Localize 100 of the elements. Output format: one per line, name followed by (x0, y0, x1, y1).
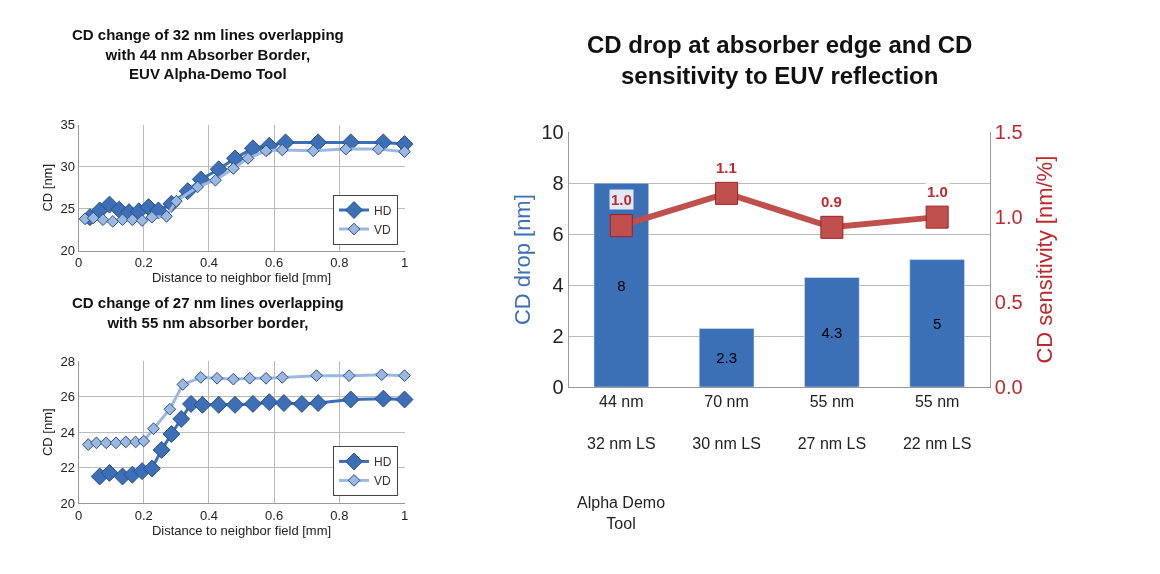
legend-label: HD (374, 455, 392, 470)
y-tick-label: 8 (552, 172, 564, 195)
data-label: 1.0 (611, 191, 632, 208)
point (194, 371, 208, 384)
text: Alpha Demo Tool (577, 494, 666, 532)
point (309, 394, 328, 412)
bar (909, 259, 965, 388)
point (135, 214, 149, 227)
point (147, 422, 160, 436)
legend-label: VD (374, 474, 392, 489)
y2-axis-title: CD sensitivity [nm/%] (1032, 155, 1058, 364)
point (226, 395, 244, 414)
point (100, 463, 119, 482)
y2-tick-label: 0.0 (994, 376, 1023, 399)
point (260, 393, 279, 412)
data-label: 8 (617, 276, 626, 294)
point (176, 378, 190, 391)
data-label: 5 (932, 314, 942, 332)
x-tick-label: 0.4 (199, 255, 218, 271)
point (375, 368, 389, 382)
point (172, 410, 191, 428)
category-label: 55 nm 27 nm LS (797, 393, 867, 452)
y-tick-label: 10 (541, 121, 564, 144)
chart-title: CD change of 32 nm lines overlapping with 44 nm Absorber Border, EUV Alpha-Demo Tool (72, 26, 344, 82)
category-label: 70 nm 30 nm LS (692, 393, 761, 452)
point (306, 144, 320, 158)
point (275, 143, 289, 157)
point (398, 145, 411, 158)
y-tick-label: 0 (552, 376, 564, 399)
y-tick-label: 2 (552, 325, 564, 348)
x-tick-label: 0.2 (134, 255, 153, 271)
point (210, 371, 224, 385)
y-tick-label: 28 (60, 354, 75, 370)
y-axis-title: CD [nm] (40, 163, 56, 212)
point (243, 139, 262, 158)
point (374, 389, 393, 408)
point (275, 371, 289, 384)
x-axis-title: Distance to neighbor field [mm] (151, 270, 332, 286)
point (609, 214, 633, 238)
point (715, 181, 739, 205)
point (152, 440, 171, 459)
y-tick-label: 20 (60, 243, 75, 259)
data-label: 2.3 (716, 349, 738, 367)
x-tick-label: 0.8 (330, 507, 349, 523)
y-tick-label: 30 (60, 159, 75, 175)
point (241, 152, 255, 165)
y-tick-label: 25 (60, 201, 75, 217)
x-tick-label: 0.8 (330, 255, 349, 271)
y-axis-title: CD [nm] (40, 408, 56, 457)
point (395, 390, 414, 409)
point (820, 215, 844, 239)
point (109, 436, 123, 450)
point (259, 144, 273, 158)
y-tick-label: 4 (552, 274, 564, 297)
point (274, 394, 293, 412)
point (310, 369, 323, 382)
bar (804, 277, 860, 388)
point (227, 162, 240, 175)
point (209, 395, 228, 414)
point (142, 459, 161, 478)
point (243, 394, 262, 413)
point (160, 210, 173, 223)
legend-label: HD (374, 203, 392, 218)
data-label: 0.9 (821, 193, 842, 210)
x-tick-label: 0.4 (199, 507, 218, 523)
point (193, 395, 212, 414)
point (116, 213, 129, 227)
point (259, 371, 273, 385)
point (292, 394, 311, 413)
bar (593, 182, 649, 388)
point (925, 205, 949, 229)
chart-title: CD change of 27 nm lines overlapping with 55 nm absorber border, (72, 294, 344, 331)
point (106, 215, 120, 228)
point (86, 211, 100, 225)
data-label: 4.3 (821, 323, 843, 341)
point (191, 180, 204, 194)
y-tick-label: 26 (60, 389, 75, 405)
y-tick-label: 22 (60, 460, 75, 476)
y2-tick-label: 0.5 (994, 291, 1023, 314)
point (163, 402, 177, 416)
point (99, 436, 113, 450)
data-label: 1.0 (927, 183, 948, 200)
point (339, 142, 353, 156)
x-tick-label: 0.6 (265, 507, 284, 523)
y2-tick-label: 1.5 (994, 121, 1023, 144)
x-tick-label: 1 (400, 255, 409, 271)
point (125, 213, 139, 227)
point (209, 173, 222, 187)
x-tick-label: 1 (400, 507, 409, 523)
legend-label: VD (374, 222, 392, 237)
point (90, 436, 103, 450)
x-axis-title: Distance to neighbor field [mm] (151, 522, 332, 538)
category-label: 55 nm 22 nm LS (902, 393, 972, 452)
data-label: 1.1 (716, 159, 737, 176)
point (372, 142, 385, 156)
point (243, 371, 257, 385)
point (162, 425, 181, 443)
y-tick-label: 24 (60, 424, 75, 440)
bar (698, 328, 755, 388)
point (398, 369, 411, 382)
